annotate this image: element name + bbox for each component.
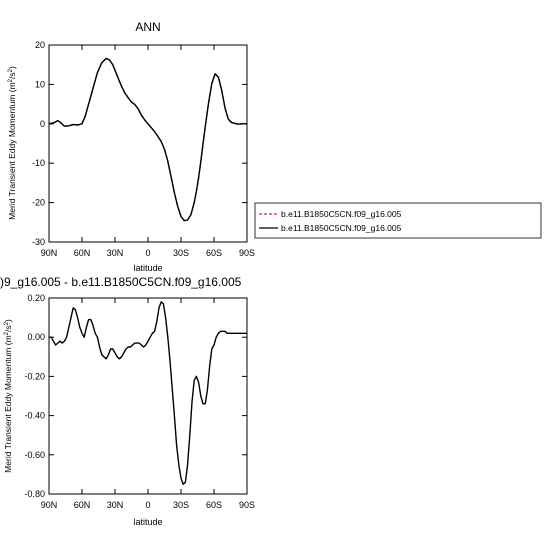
top-ylabel-mid: /s bbox=[7, 72, 17, 79]
bottom-y-tick-label: -0.60 bbox=[24, 450, 45, 460]
top-x-ticks: 90N 60N 30N 0 30S 60S 90S bbox=[41, 45, 255, 258]
bottom-y-tick-label: 0.20 bbox=[27, 293, 45, 303]
bottom-x-tick-label: 60S bbox=[206, 500, 222, 510]
bottom-y-tick-label: -0.40 bbox=[24, 411, 45, 421]
top-plot-frame bbox=[48, 44, 248, 243]
bottom-y-axis-label: Merid Transient Eddy Momentum (m2/s2) bbox=[3, 319, 13, 473]
bottom-y-tick-label: -0.20 bbox=[24, 371, 45, 381]
top-series-line-1 bbox=[48, 57, 247, 222]
bottom-x-tick-label: 30S bbox=[173, 500, 189, 510]
legend-entry-1: b.e11.B1850C5CN.f09_g16.005 bbox=[281, 209, 402, 219]
bottom-x-tick-label: 30N bbox=[107, 500, 124, 510]
bottom-y-ticks: 0.20 0.00 -0.20 -0.40 -0.60 -0.80 bbox=[24, 293, 247, 499]
top-y-ticks: 20 10 0 -10 -20 -30 bbox=[32, 40, 247, 247]
top-x-tick-label: 90S bbox=[239, 248, 255, 258]
top-panel: ANN 90N 60N 30N 0 30S 60S 90S 20 10 0 -10 -20 -30 l… bbox=[7, 20, 255, 273]
top-x-tick-label: 90N bbox=[41, 248, 58, 258]
bottom-ylabel-base: Merid Transient Eddy Momentum (m bbox=[3, 335, 13, 472]
top-ylabel-end: ) bbox=[7, 66, 17, 69]
bottom-ylabel-exp1: 2 bbox=[4, 331, 10, 335]
legend: b.e11.B1850C5CN.f09_g16.005 b.e11.B1850C… bbox=[254, 202, 542, 239]
top-x-tick-label: 60N bbox=[74, 248, 91, 258]
bottom-y-tick-label: 0.00 bbox=[27, 332, 45, 342]
bottom-x-tick-label: 60N bbox=[74, 500, 91, 510]
top-ylabel-exp2: 2 bbox=[8, 68, 14, 72]
bottom-y-tick-label: -0.80 bbox=[24, 489, 45, 499]
bottom-x-tick-label: 90S bbox=[239, 500, 255, 510]
bottom-panel: )9_g16.005 - b.e11.B1850C5CN.f09_g16.005… bbox=[0, 275, 255, 527]
top-x-tick-label: 30N bbox=[107, 248, 124, 258]
legend-entry-2: b.e11.B1850C5CN.f09_g16.005 bbox=[281, 223, 402, 233]
top-series-group bbox=[48, 57, 247, 222]
top-x-tick-label: 30S bbox=[173, 248, 189, 258]
legend-box bbox=[254, 202, 542, 239]
top-series-line-2 bbox=[48, 57, 247, 222]
bottom-ylabel-end: ) bbox=[3, 319, 13, 322]
bottom-x-ticks: 90N 60N 30N 0 30S 60S 90S bbox=[41, 298, 255, 510]
top-y-tick-label: 0 bbox=[40, 119, 45, 129]
bottom-x-tick-label: 0 bbox=[145, 500, 150, 510]
bottom-ylabel-mid: /s bbox=[3, 325, 13, 332]
top-x-axis-label: latitude bbox=[133, 263, 162, 273]
bottom-series-group bbox=[49, 301, 247, 485]
bottom-chart-title: )9_g16.005 - b.e11.B1850C5CN.f09_g16.005 bbox=[0, 275, 242, 289]
top-x-tick-label: 0 bbox=[145, 248, 150, 258]
top-ylabel-base: Merid Transient Eddy Momentum (m bbox=[7, 82, 17, 219]
top-y-tick-label: -20 bbox=[32, 198, 45, 208]
bottom-x-tick-label: 90N bbox=[41, 500, 58, 510]
top-y-tick-label: 20 bbox=[35, 40, 45, 50]
top-ylabel-exp1: 2 bbox=[8, 78, 14, 82]
bottom-plot-frame bbox=[48, 297, 248, 495]
bottom-x-axis-label: latitude bbox=[133, 517, 162, 527]
top-x-tick-label: 60S bbox=[206, 248, 222, 258]
top-y-tick-label: 10 bbox=[35, 79, 45, 89]
top-chart-title: ANN bbox=[135, 20, 160, 34]
bottom-ylabel-exp2: 2 bbox=[4, 321, 10, 325]
bottom-series-line-1 bbox=[49, 301, 247, 485]
top-y-tick-label: -10 bbox=[32, 158, 45, 168]
top-y-tick-label: -30 bbox=[32, 237, 45, 247]
top-y-axis-label: Merid Transient Eddy Momentum (m2/s2) bbox=[7, 66, 17, 220]
